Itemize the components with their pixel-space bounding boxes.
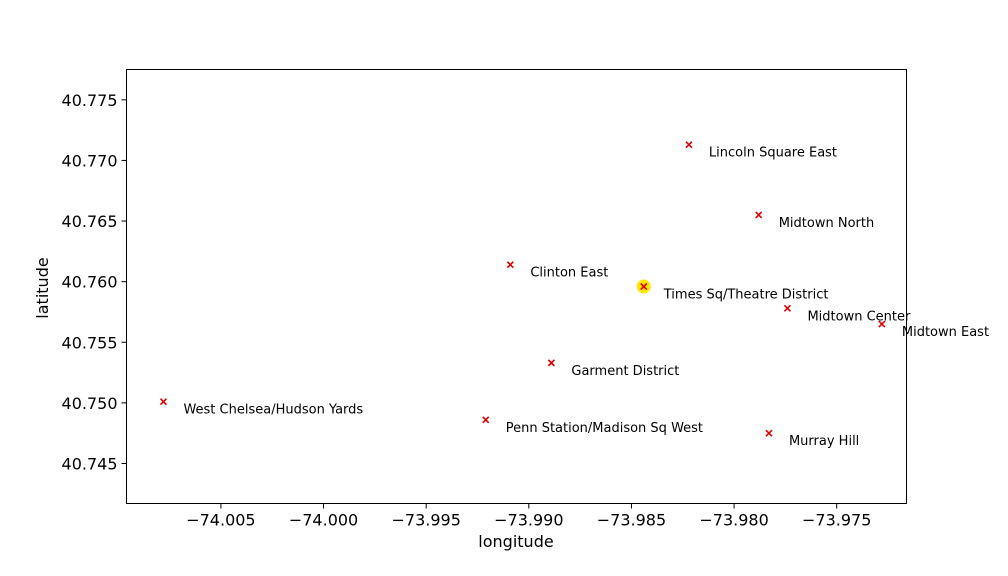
y-axis-label: latitude [33,257,52,318]
y-tick-label: 40.770 [62,151,118,170]
data-point: Midtown Center [783,304,911,324]
x-marker [547,359,555,367]
point-label: Times Sq/Theatre District [663,288,829,303]
data-points: West Chelsea/Hudson Yards Penn Station/Ma… [159,141,989,449]
data-point: Garment District [547,359,679,379]
x-tick-label: −73.985 [597,511,666,530]
x-axis-label: longitude [478,532,553,551]
y-tick-label: 40.775 [62,91,118,110]
data-point: West Chelsea/Hudson Yards [159,398,363,418]
point-label: Clinton East [530,266,608,281]
data-point: Times Sq/Theatre District [636,279,829,303]
data-point: Midtown East [878,320,989,340]
x-tick-label: −73.995 [391,511,460,530]
data-point: Lincoln Square East [685,141,837,161]
x-marker [482,416,490,424]
x-marker [159,398,168,406]
x-marker [640,282,648,291]
y-tick-label: 40.750 [62,394,118,413]
x-tick-label: −74.005 [186,511,255,530]
y-axis: 40.745 40.750 40.755 40.760 40.765 40.770 40.7… [62,91,127,473]
x-marker [755,211,763,219]
x-tick-label: −73.990 [494,511,563,530]
plot-frame [126,69,907,504]
point-label: Midtown North [779,216,875,231]
point-label: Garment District [571,364,679,379]
point-label: Murray Hill [789,434,859,449]
point-label: Midtown Center [807,309,911,324]
data-point: Penn Station/Madison Sq West [482,416,703,436]
point-label: West Chelsea/Hudson Yards [183,403,363,418]
x-axis: −74.005 −74.000 −73.995 −73.990 −73.985 −73.9… [186,503,871,530]
x-marker [765,429,773,437]
y-tick-label: 40.745 [62,454,118,473]
point-label: Penn Station/Madison Sq West [506,421,703,436]
point-label: Lincoln Square East [709,146,837,161]
x-marker [783,304,792,312]
x-tick-label: −74.000 [289,511,358,530]
y-tick-label: 40.765 [62,212,118,231]
data-point: Murray Hill [765,429,859,449]
data-point: Midtown North [755,211,875,231]
x-tick-label: −73.975 [802,511,871,530]
y-tick-label: 40.755 [62,333,118,352]
point-label: Midtown East [902,325,989,340]
data-point: Clinton East [506,261,608,281]
x-tick-label: −73.980 [699,511,768,530]
y-tick-label: 40.760 [62,273,118,292]
x-marker [685,141,693,149]
x-marker [506,261,514,269]
x-marker [878,320,886,328]
